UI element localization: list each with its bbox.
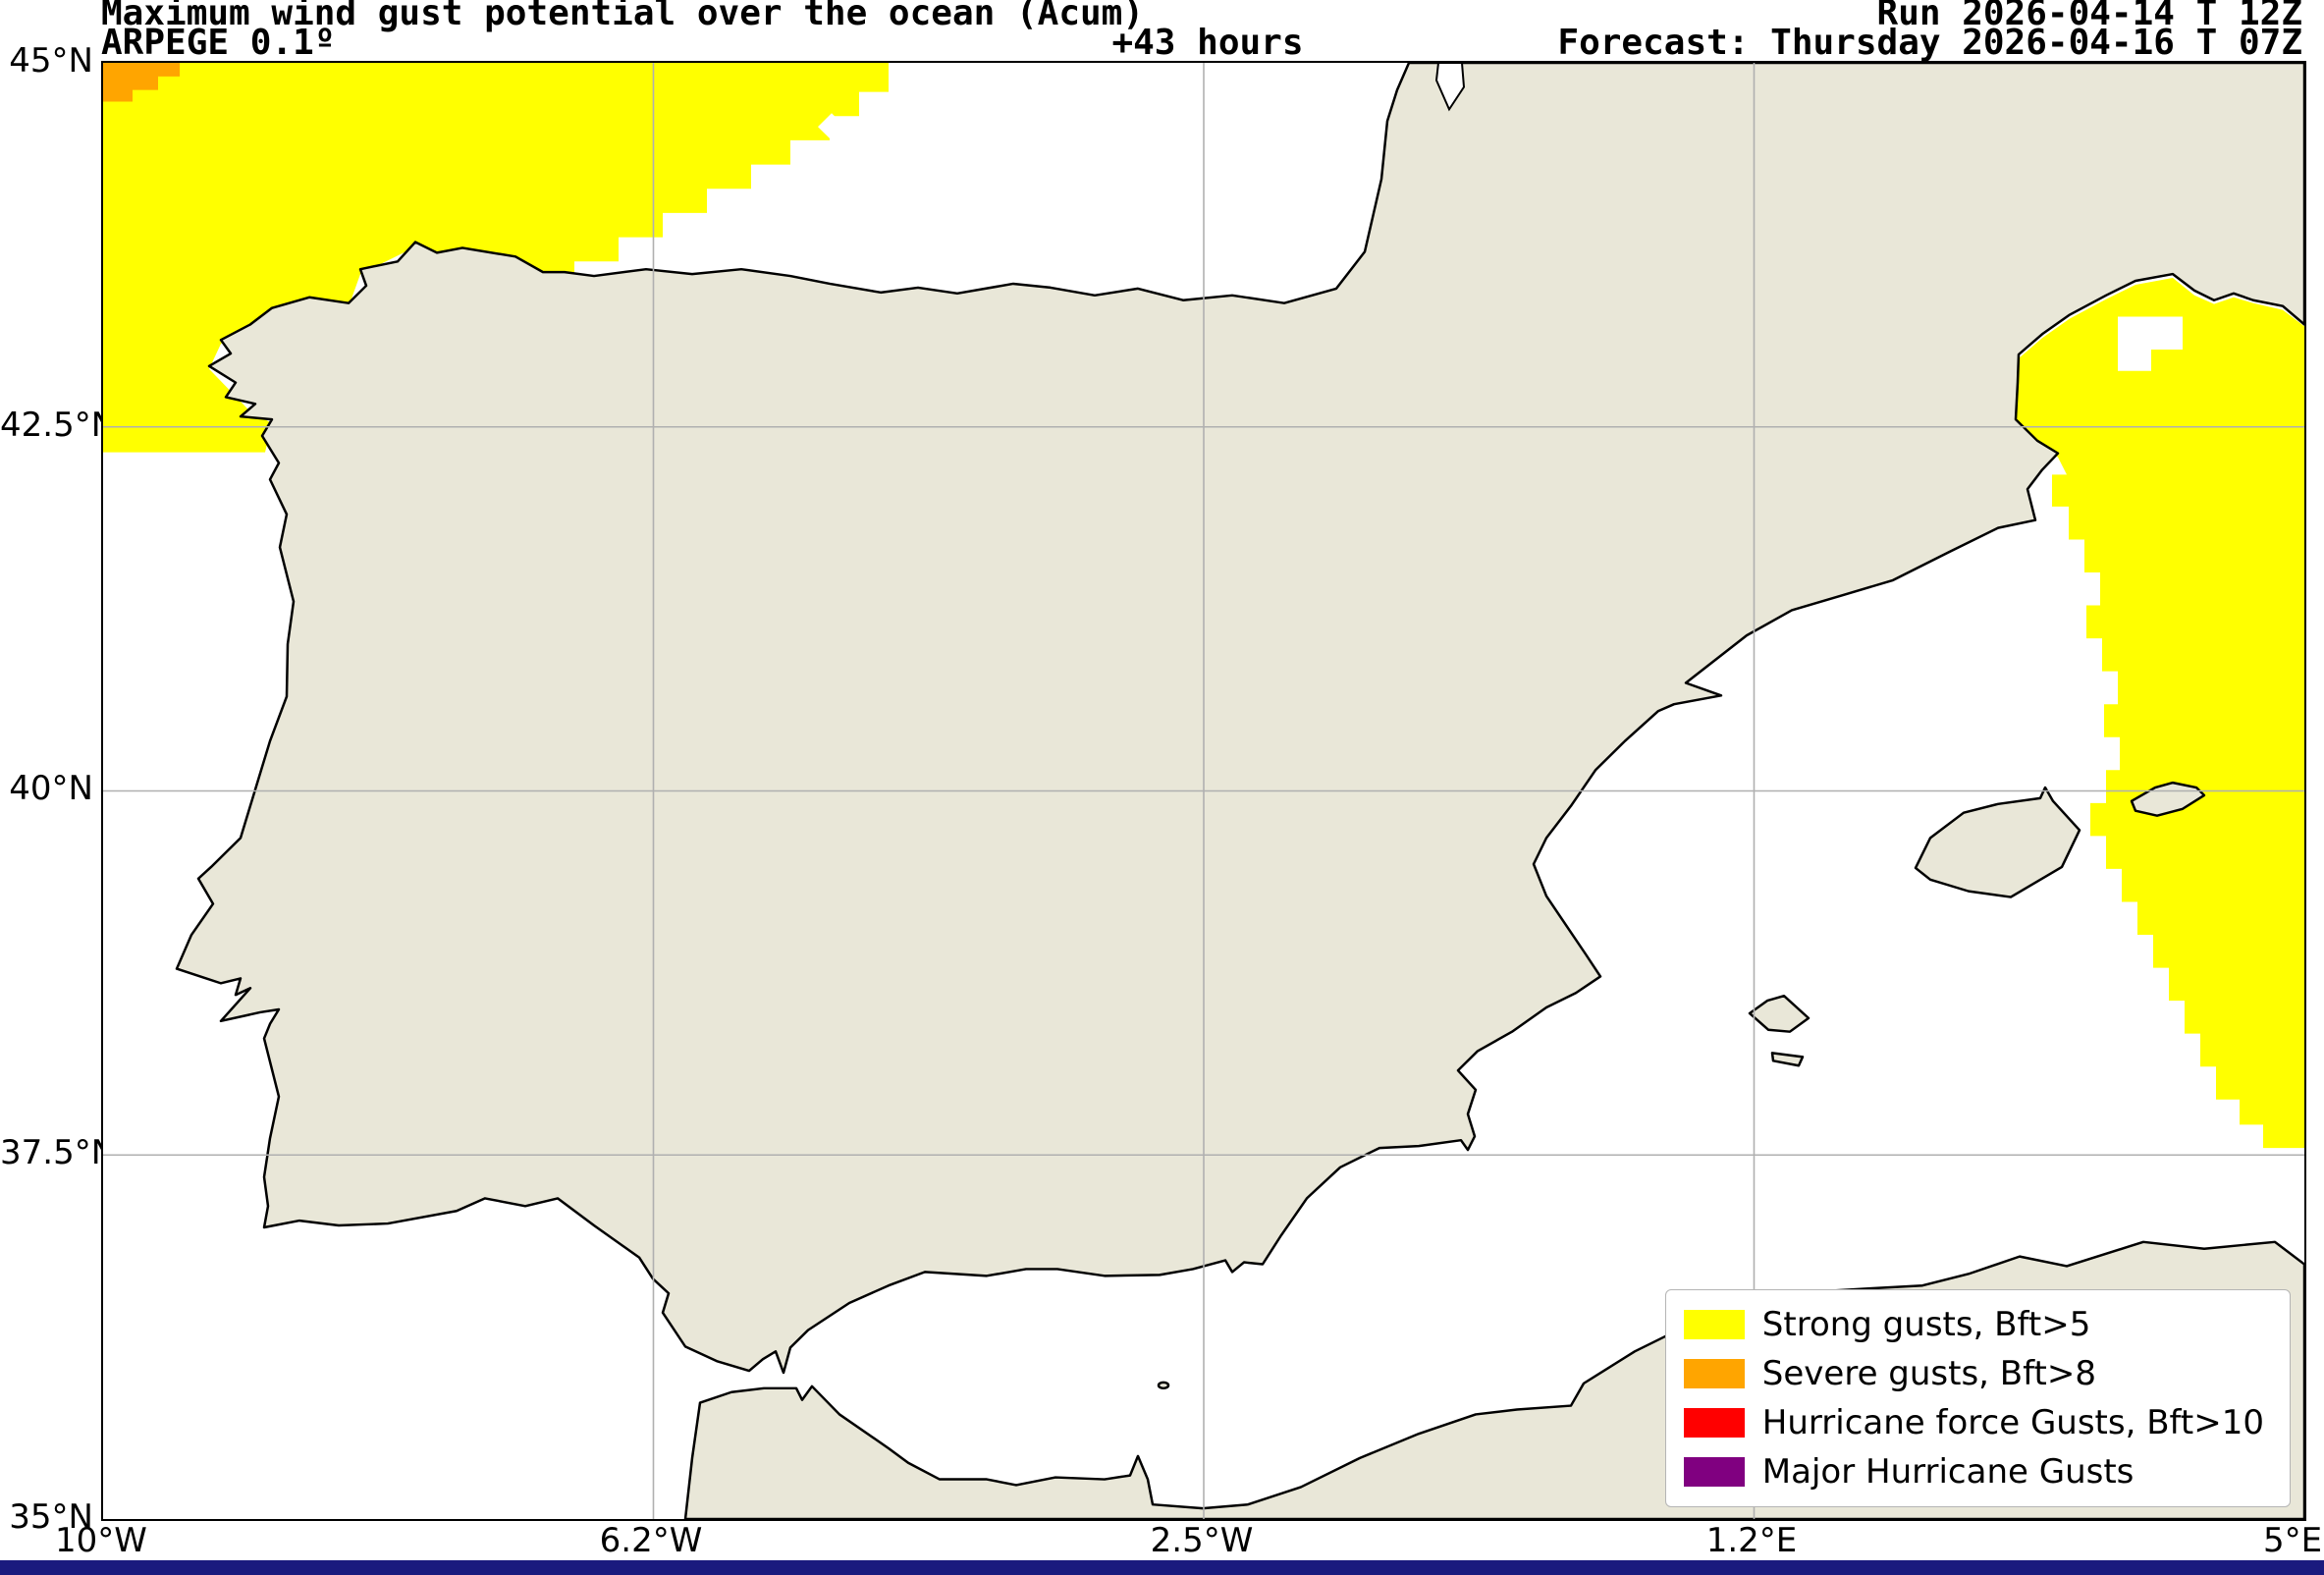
map-title: Maximum wind gust potential over the oce… <box>101 0 1145 33</box>
lat-tick-37-5n: 37.5°N <box>0 1133 117 1172</box>
gap-diamond-nw <box>818 113 845 140</box>
legend-swatch-purple <box>1683 1457 1745 1487</box>
legend-row-hurricane-gusts: Hurricane force Gusts, Bft>10 <box>1683 1403 2264 1442</box>
legend: Strong gusts, Bft>5 Severe gusts, Bft>8 … <box>1664 1289 2291 1507</box>
lat-tick-35n: 35°N <box>9 1497 93 1537</box>
gust-area-mediterranean <box>2016 278 2304 1149</box>
island-ibiza <box>1748 994 1811 1033</box>
legend-label: Severe gusts, Bft>8 <box>1761 1354 2096 1393</box>
legend-label: Strong gusts, Bft>5 <box>1761 1305 2091 1344</box>
map-canvas <box>103 63 2304 1519</box>
gap-notch-med <box>2118 316 2183 371</box>
graticule <box>103 63 2304 1519</box>
legend-row-strong-gusts: Strong gusts, Bft>5 <box>1683 1305 2264 1344</box>
land-iberia-france <box>175 63 2304 1375</box>
legend-swatch-yellow <box>1683 1310 1745 1339</box>
lon-tick-1-2e: 1.2°E <box>1705 1521 1798 1560</box>
gironde-estuary-inlet <box>1434 63 1466 112</box>
lead-time: +43 hours <box>1111 23 1304 63</box>
gust-area-gaps <box>818 113 2183 371</box>
legend-row-severe-gusts: Severe gusts, Bft>8 <box>1683 1354 2264 1393</box>
legend-swatch-orange <box>1683 1359 1745 1388</box>
map-plot-area: Strong gusts, Bft>5 Severe gusts, Bft>8 … <box>101 61 2306 1521</box>
lon-tick-10w: 10°W <box>55 1521 147 1560</box>
lat-tick-40n: 40°N <box>9 769 93 808</box>
lon-tick-5e: 5°E <box>2262 1521 2323 1560</box>
model-name: ARPEGE 0.1º <box>101 23 336 63</box>
legend-label: Hurricane force Gusts, Bft>10 <box>1761 1403 2264 1442</box>
island-mallorca <box>1914 786 2081 898</box>
lat-tick-42-5n: 42.5°N <box>0 406 117 445</box>
forecast-valid-time: Forecast: Thursday 2026-04-16 T 07Z <box>1557 23 2302 63</box>
island-formentera <box>1770 1052 1805 1067</box>
island-alboran <box>1157 1381 1170 1390</box>
run-timestamp: Run 2026-04-14 T 12Z <box>1876 0 2302 33</box>
legend-label: Major Hurricane Gusts <box>1761 1452 2135 1492</box>
legend-row-major-hurricane-gusts: Major Hurricane Gusts <box>1683 1452 2264 1492</box>
lon-tick-2-5w: 2.5°W <box>1150 1521 1254 1560</box>
footer-bar <box>0 1560 2324 1575</box>
lat-tick-45n: 45°N <box>9 41 93 81</box>
legend-swatch-red <box>1683 1408 1745 1438</box>
gust-area-severe-nw-corner <box>103 63 180 102</box>
lon-tick-6-2w: 6.2°W <box>599 1521 703 1560</box>
